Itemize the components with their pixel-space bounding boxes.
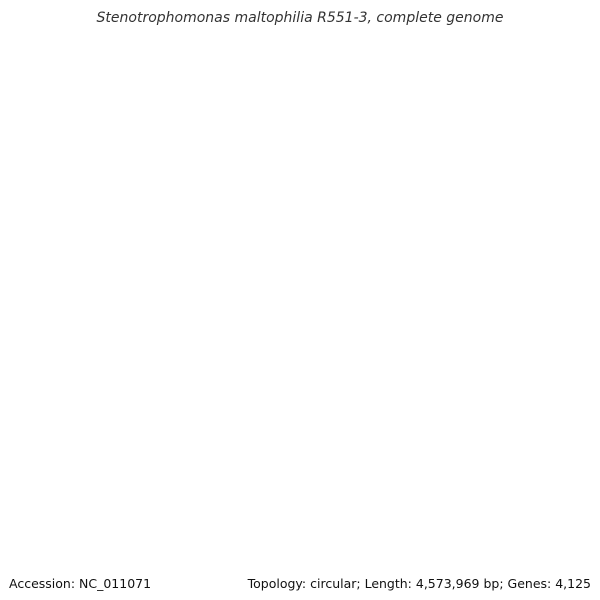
accession-text: Accession: NC_011071 <box>9 576 152 591</box>
page-title: Stenotrophomonas maltophilia R551-3, com… <box>96 10 504 26</box>
genome-summary-text: Topology: circular; Length: 4,573,969 bp… <box>247 576 591 591</box>
